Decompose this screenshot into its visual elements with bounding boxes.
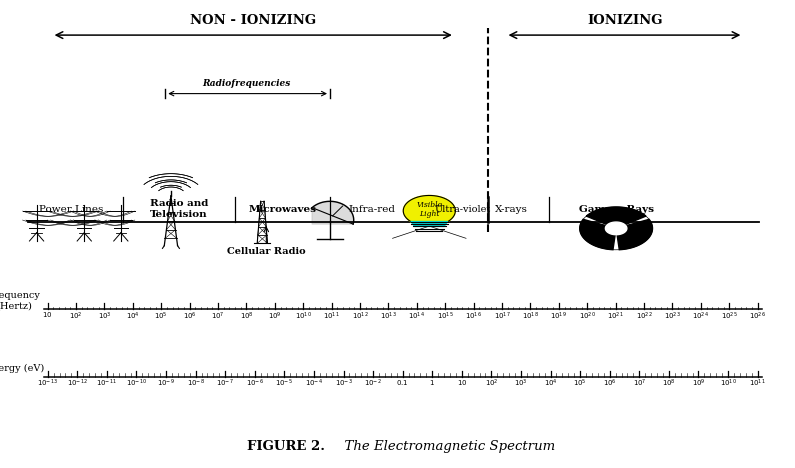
Polygon shape (617, 219, 653, 250)
Polygon shape (587, 207, 646, 225)
Text: $10^{16}$: $10^{16}$ (465, 310, 482, 322)
Polygon shape (605, 222, 627, 235)
Text: $10^{17}$: $10^{17}$ (494, 310, 510, 322)
Text: $10^{-6}$: $10^{-6}$ (246, 378, 264, 389)
Text: Ultra-violet: Ultra-violet (435, 205, 491, 214)
Text: $10^2$: $10^2$ (69, 310, 83, 322)
Text: $10^{18}$: $10^{18}$ (522, 310, 539, 322)
Text: $10^{-12}$: $10^{-12}$ (67, 378, 87, 389)
Text: $10$: $10$ (456, 378, 467, 387)
Text: The Electromagnetic Spectrum: The Electromagnetic Spectrum (335, 440, 555, 453)
Text: $10^{20}$: $10^{20}$ (579, 310, 595, 322)
Text: $10^{14}$: $10^{14}$ (409, 310, 425, 322)
Text: Visible
Light: Visible Light (417, 201, 442, 218)
Text: Energy (eV): Energy (eV) (0, 364, 44, 373)
Text: $10^{24}$: $10^{24}$ (692, 310, 709, 322)
Text: $10^9$: $10^9$ (268, 310, 281, 322)
Text: $10^{-13}$: $10^{-13}$ (37, 378, 58, 389)
Text: $10^8$: $10^8$ (662, 378, 676, 389)
Text: $10^{12}$: $10^{12}$ (351, 310, 368, 322)
Text: $10$: $10$ (42, 310, 53, 319)
Text: $10^{10}$: $10^{10}$ (719, 378, 736, 389)
Text: $10^{15}$: $10^{15}$ (437, 310, 454, 322)
Text: $10^{13}$: $10^{13}$ (380, 310, 397, 322)
Text: $10^{-9}$: $10^{-9}$ (157, 378, 175, 389)
Text: $10^{-7}$: $10^{-7}$ (216, 378, 234, 389)
Text: $10^{21}$: $10^{21}$ (607, 310, 624, 322)
Text: $10^{26}$: $10^{26}$ (749, 310, 766, 322)
Text: $10^{-5}$: $10^{-5}$ (275, 378, 293, 389)
Text: $10^{19}$: $10^{19}$ (550, 310, 568, 322)
Text: $10^{-8}$: $10^{-8}$ (187, 378, 204, 389)
Text: $10^4$: $10^4$ (544, 378, 557, 389)
Text: $10^6$: $10^6$ (603, 378, 617, 389)
Text: $10^{-4}$: $10^{-4}$ (305, 378, 323, 389)
Text: $10^{-10}$: $10^{-10}$ (126, 378, 147, 389)
Text: $1$: $1$ (429, 378, 435, 387)
Text: NON - IONIZING: NON - IONIZING (190, 14, 316, 27)
Text: $10^7$: $10^7$ (211, 310, 225, 322)
Text: FIGURE 2.: FIGURE 2. (247, 440, 325, 453)
Text: Frequency
(Hertz): Frequency (Hertz) (0, 291, 41, 310)
Text: $10^9$: $10^9$ (692, 378, 705, 389)
Text: X-rays: X-rays (494, 205, 528, 214)
Text: IONIZING: IONIZING (588, 14, 662, 27)
Text: $10^{23}$: $10^{23}$ (664, 310, 681, 322)
Text: $10^4$: $10^4$ (126, 310, 140, 322)
Polygon shape (403, 196, 456, 226)
Text: $10^{25}$: $10^{25}$ (721, 310, 738, 322)
Text: Microwaves: Microwaves (248, 205, 316, 214)
Text: $10^{-11}$: $10^{-11}$ (96, 378, 118, 389)
Text: $10^5$: $10^5$ (573, 378, 587, 389)
Text: $10^3$: $10^3$ (514, 378, 528, 389)
Text: Gamma Rays: Gamma Rays (579, 205, 653, 214)
Text: $10^8$: $10^8$ (239, 310, 254, 322)
Text: $10^{22}$: $10^{22}$ (636, 310, 653, 322)
Text: $0.1$: $0.1$ (397, 378, 409, 387)
Text: $10^7$: $10^7$ (633, 378, 646, 389)
Text: $10^{-2}$: $10^{-2}$ (364, 378, 382, 389)
Polygon shape (580, 219, 615, 250)
Text: $10^{11}$: $10^{11}$ (749, 378, 766, 389)
Text: $10^{-3}$: $10^{-3}$ (335, 378, 352, 389)
Text: Radio and
Television: Radio and Television (149, 199, 208, 219)
Text: Power Lines: Power Lines (40, 205, 103, 214)
Text: $10^5$: $10^5$ (154, 310, 168, 322)
Text: Radiofrequencies: Radiofrequencies (202, 79, 291, 88)
Polygon shape (312, 201, 354, 224)
Text: $10^6$: $10^6$ (183, 310, 196, 322)
Text: $10^2$: $10^2$ (485, 378, 498, 389)
Text: $10^{10}$: $10^{10}$ (295, 310, 312, 322)
Polygon shape (411, 221, 448, 227)
Text: $10^3$: $10^3$ (98, 310, 111, 322)
Text: Infra-red: Infra-red (348, 205, 396, 214)
Text: Cellular Radio: Cellular Radio (227, 247, 305, 256)
Text: $10^{11}$: $10^{11}$ (324, 310, 340, 322)
